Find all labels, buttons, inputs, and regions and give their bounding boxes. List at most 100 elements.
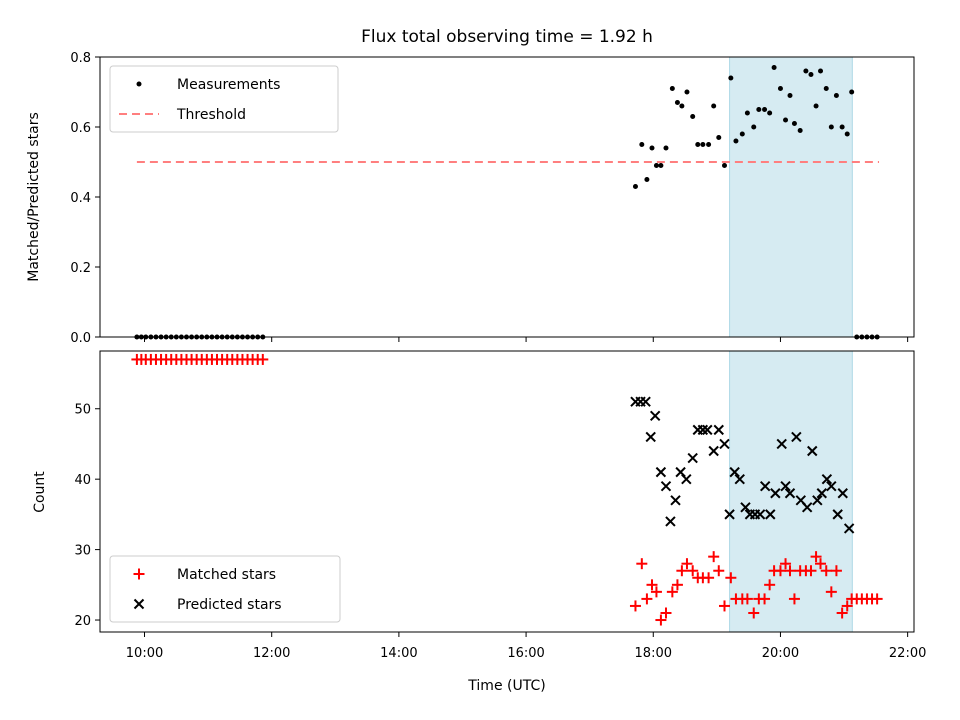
predicted-stars-point-stroke [754, 509, 766, 520]
top-y-tick-label: 0.2 [70, 261, 91, 276]
top-shaded-interval [729, 56, 853, 338]
measurements-point [716, 135, 722, 140]
matched-stars-point [830, 565, 842, 577]
measurements-point [751, 124, 757, 130]
measurements-point [803, 68, 809, 74]
matched-stars-point [681, 558, 693, 570]
measurements-point [695, 142, 701, 147]
matched-stars-point [646, 579, 658, 591]
predicted-stars-point-stroke [655, 466, 667, 478]
legend-predicted-stars-swatch-stroke [133, 598, 145, 610]
predicted-stars-point-stroke [719, 438, 730, 450]
matched-stars-point [815, 558, 827, 570]
top-legend-box [109, 65, 339, 133]
predicted-stars-point [640, 396, 651, 407]
predicted-stars-point [702, 424, 713, 436]
measurements-point [663, 145, 669, 151]
predicted-stars-point-stroke [807, 445, 818, 457]
bottom-panel: 20 30 40 50 10:00 12:00 14:00 16:00 18:00 20:00 22… [74, 350, 926, 661]
x-tick-label: 20:00 [762, 646, 799, 661]
predicted-stars-point [843, 523, 855, 534]
matched-stars-point [703, 572, 715, 584]
measurements-point [849, 89, 855, 95]
predicted-stars-point [687, 452, 698, 464]
matched-stars-point [774, 565, 786, 577]
legend-label: Matched stars [177, 567, 276, 583]
predicted-stars-point-stroke [765, 509, 776, 520]
predicted-stars-point [837, 488, 848, 499]
measurements-point [744, 110, 750, 116]
predicted-stars-point [816, 488, 827, 499]
predicted-stars-point [826, 481, 837, 492]
predicted-stars-point-stroke [759, 481, 771, 492]
matched-stars-point [718, 600, 730, 612]
predicted-stars-point [770, 488, 781, 499]
measurements-point [700, 142, 706, 147]
bottom-y-tick-label: 50 [74, 403, 91, 418]
x-tick-label: 16:00 [507, 646, 544, 661]
measurements-point [733, 138, 739, 144]
measurements-point [813, 103, 819, 109]
matched-stars-point [784, 565, 796, 577]
predicted-stars-point [655, 466, 667, 478]
matched-stars-point [759, 593, 771, 605]
measurements-point [797, 128, 803, 133]
predicted-stars-point [697, 424, 709, 436]
measurements-point [808, 72, 814, 77]
predicted-stars-point-stroke [795, 495, 807, 506]
matched-stars-point [671, 579, 683, 591]
predicted-stars-point [780, 481, 791, 492]
predicted-stars-point-stroke [708, 445, 719, 457]
legend-label: Threshold [176, 107, 246, 123]
predicted-stars-point-stroke [670, 495, 681, 506]
top-y-tick-label: 0.0 [70, 331, 91, 346]
predicted-stars-point [681, 473, 692, 485]
matched-stars-point [825, 586, 837, 598]
predicted-stars-point-stroke [660, 481, 672, 492]
measurements-point [632, 184, 638, 189]
measurements-point [639, 142, 645, 147]
predicted-stars-point [713, 424, 724, 436]
measurements-point [711, 103, 717, 109]
matched-stars-point [713, 565, 725, 577]
matched-stars-point [780, 558, 792, 570]
measurements-point [839, 124, 845, 130]
predicted-stars-point-stroke [837, 488, 848, 499]
chart-title: Flux total observing time = 1.92 h [361, 27, 653, 47]
predicted-stars-point-stroke [681, 473, 692, 485]
predicted-stars-point-stroke [697, 424, 709, 436]
predicted-stars-point-stroke [713, 424, 724, 436]
predicted-stars-point [729, 466, 740, 478]
predicted-stars-point [765, 509, 776, 520]
predicted-stars-point [801, 502, 813, 513]
measurements-point [728, 75, 734, 81]
measurements-point [791, 121, 797, 126]
x-tick-label: 14:00 [380, 646, 417, 661]
predicted-stars-point [812, 495, 823, 506]
matched-stars-point [788, 593, 800, 605]
legend-label: Predicted stars [177, 597, 282, 613]
measurements-point [844, 131, 850, 137]
predicted-stars-point [754, 509, 766, 520]
predicted-stars-point-stroke [687, 452, 698, 464]
legend-matched-stars-swatch [133, 568, 145, 580]
measurements-point [783, 117, 789, 123]
predicted-stars-point-stroke [724, 509, 735, 520]
predicted-stars-point-stroke [812, 495, 823, 506]
top-y-tick-label: 0.4 [70, 191, 91, 206]
predicted-stars-point [740, 502, 751, 513]
measurements-point [787, 93, 793, 98]
predicted-stars-point [660, 481, 672, 492]
x-tick-label: 12:00 [253, 646, 290, 661]
predicted-stars-point-stroke [791, 431, 802, 443]
predicted-stars-point-stroke [843, 523, 855, 534]
predicted-stars-point-stroke [645, 431, 656, 443]
predicted-stars-point [791, 431, 802, 443]
top-legend: Measurements Threshold [109, 65, 339, 133]
predicted-stars-point-stroke [729, 466, 740, 478]
matched-stars-point [629, 600, 641, 612]
predicted-stars-point [807, 445, 818, 457]
predicted-stars-point [649, 410, 661, 421]
measurements-point [739, 131, 745, 137]
predicted-stars-point [708, 445, 719, 457]
